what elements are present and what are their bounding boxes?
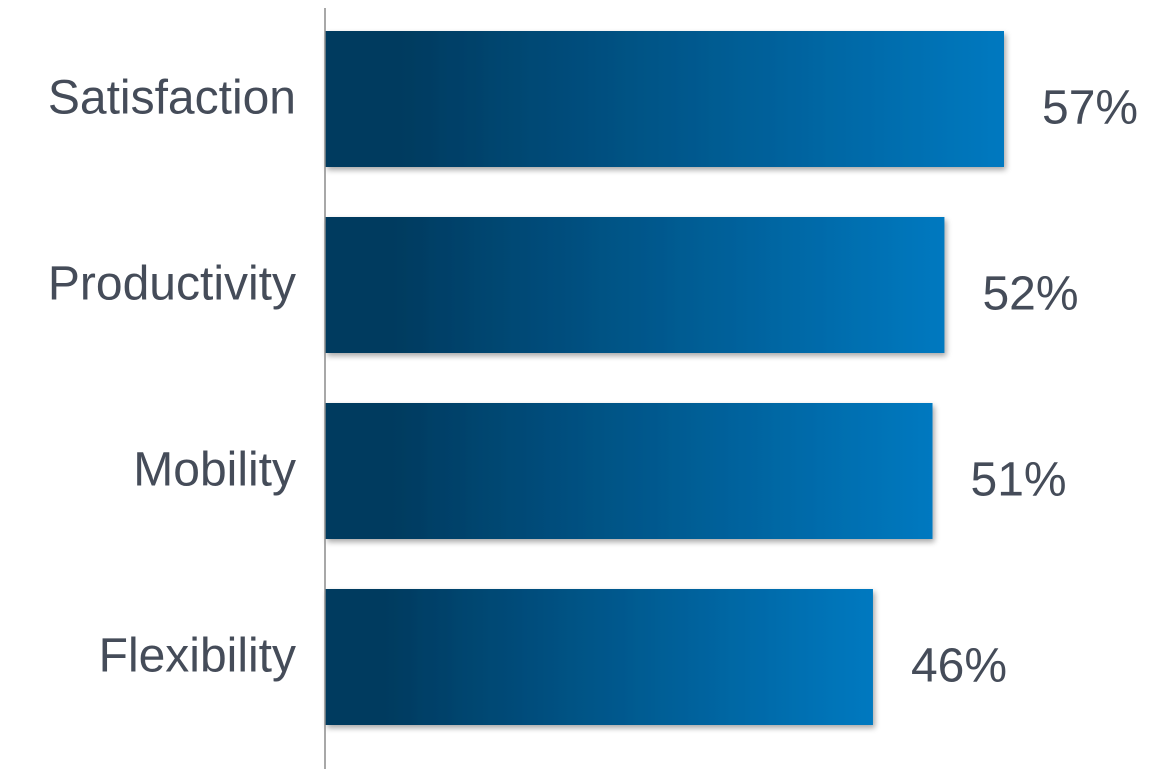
- bar-mobility: [325, 403, 933, 539]
- value-label-productivity: 52%: [982, 268, 1078, 321]
- value-label-satisfaction: 57%: [1042, 82, 1138, 135]
- bar-flexibility: [325, 589, 873, 725]
- value-label-mobility: 51%: [971, 454, 1067, 507]
- category-label-mobility: Mobility: [133, 444, 296, 497]
- bar-satisfaction: [325, 31, 1004, 167]
- category-label-satisfaction: Satisfaction: [48, 72, 296, 125]
- bar-productivity: [325, 217, 945, 353]
- value-label-flexibility: 46%: [911, 640, 1007, 693]
- bars-layer: [325, 31, 1004, 725]
- category-label-productivity: Productivity: [48, 258, 296, 311]
- category-label-flexibility: Flexibility: [99, 630, 296, 683]
- labels-layer: Satisfaction 57% Productivity 52% Mobility 51…: [48, 72, 1138, 693]
